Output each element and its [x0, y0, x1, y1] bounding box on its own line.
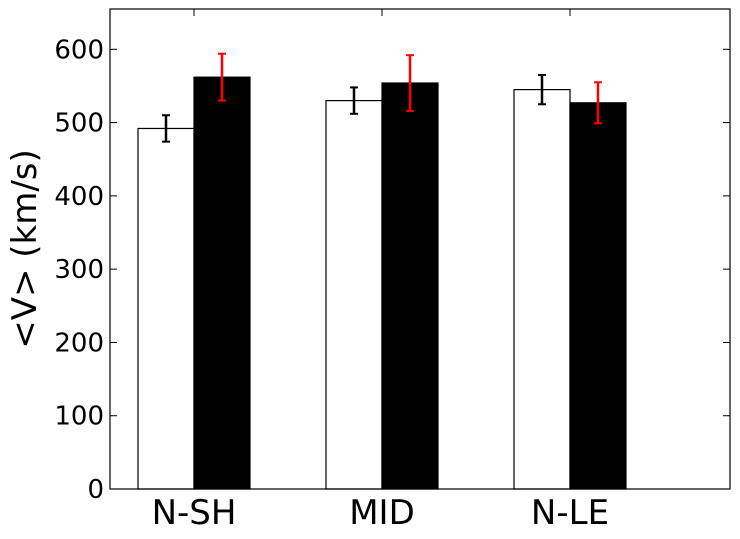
- bar-series1-mid: [325, 100, 383, 490]
- y-axis: 0 100 200 300 400 500 600: [54, 35, 730, 505]
- errorbar-series2-mid: [406, 54, 414, 112]
- y-tick-label: 600: [54, 35, 104, 65]
- errorbars-group: [162, 52, 602, 143]
- bar-series1-n-le: [513, 89, 571, 490]
- bar-series2-n-le: [569, 102, 627, 490]
- y-tick-label: 300: [54, 255, 104, 285]
- x-axis: N-SH MID N-LE: [152, 9, 609, 533]
- errorbar-series2-n-le: [594, 81, 602, 125]
- errorbar-series1-mid: [350, 86, 358, 115]
- y-tick-label: 400: [54, 182, 104, 212]
- y-tick-label: 100: [54, 402, 104, 432]
- x-category-label: N-LE: [531, 493, 609, 533]
- errorbar-series2-n-sh: [218, 52, 226, 102]
- x-category-label: MID: [349, 493, 415, 533]
- x-category-label: N-SH: [152, 493, 237, 533]
- bars-group: [137, 76, 627, 490]
- y-axis-title: <V> (km/s): [5, 149, 45, 349]
- bar-series1-n-sh: [137, 127, 195, 490]
- y-tick-label: 500: [54, 109, 104, 139]
- y-tick-label: 0: [87, 475, 104, 505]
- bar-series2-n-sh: [193, 76, 251, 490]
- y-tick-label: 200: [54, 328, 104, 358]
- bar-series2-mid: [381, 82, 439, 490]
- errorbar-series1-n-le: [538, 73, 546, 106]
- errorbar-series1-n-sh: [162, 114, 170, 143]
- plot-frame: [109, 8, 731, 490]
